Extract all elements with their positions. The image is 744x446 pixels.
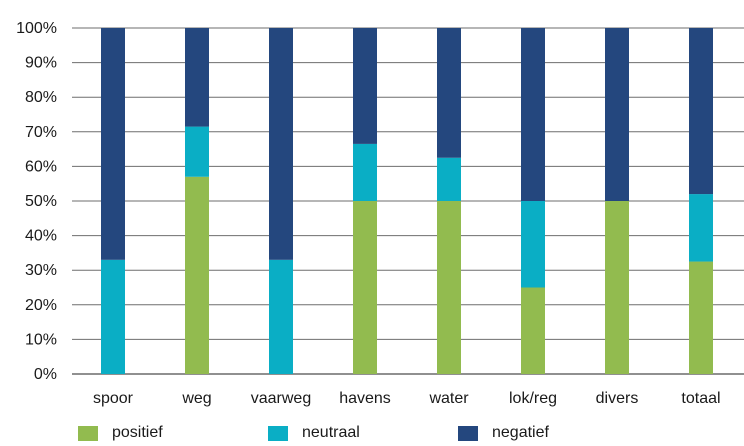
bar-vaarweg-negatief: [269, 28, 293, 260]
x-tick-label: havens: [339, 390, 391, 407]
y-tick-label: 20%: [25, 297, 57, 314]
legend-label-negatief: negatief: [492, 424, 549, 441]
x-tick-label: spoor: [93, 390, 134, 407]
bar-spoor-neutraal: [101, 259, 125, 374]
gridlines: [72, 27, 744, 375]
bar-weg-neutraal: [185, 126, 209, 177]
stacked-bar-chart: 0% 10% 20% 30% 40% 50% 60% 70% 80% 90% 100% spoor w…: [16, 20, 744, 407]
x-tick-label: lok/reg: [509, 390, 557, 407]
legend-item-negatief: negatief: [458, 424, 549, 442]
legend-swatch-negatief: [458, 425, 478, 441]
bar-lok-reg-negatief: [521, 28, 545, 201]
bar-divers-positief: [605, 201, 629, 374]
y-tick-label: 60%: [25, 158, 57, 175]
y-tick-label: 80%: [25, 89, 57, 106]
x-axis-category-labels: spoor weg vaarweg havens water lok/reg divers t…: [93, 390, 721, 407]
x-tick-label: weg: [181, 390, 211, 407]
legend-label-positief: positief: [112, 424, 163, 441]
legend-item-positief: positief: [78, 424, 163, 442]
bar-weg-negatief: [185, 28, 209, 127]
legend: positief neutraal negatief: [0, 424, 744, 446]
bar-lok-reg-positief: [521, 287, 545, 374]
y-tick-label: 70%: [25, 124, 57, 141]
y-tick-label: 30%: [25, 262, 57, 279]
y-tick-label: 10%: [25, 331, 57, 348]
bar-spoor-negatief: [101, 28, 125, 260]
x-tick-label: totaal: [681, 390, 720, 407]
y-tick-label: 50%: [25, 193, 57, 210]
legend-label-neutraal: neutraal: [302, 424, 360, 441]
bar-water-neutraal: [437, 157, 461, 201]
bar-havens-positief: [353, 201, 377, 374]
bar-totaal-negatief: [689, 28, 713, 195]
bar-totaal-neutraal: [689, 194, 713, 262]
y-tick-label: 90%: [25, 55, 57, 72]
bar-water-negatief: [437, 28, 461, 158]
bar-water-positief: [437, 201, 461, 374]
legend-swatch-positief: [78, 425, 98, 441]
bar-lok-reg-neutraal: [521, 201, 545, 288]
x-tick-label: vaarweg: [251, 390, 311, 407]
y-tick-label: 0%: [34, 366, 57, 383]
y-tick-label: 100%: [16, 20, 57, 37]
bar-havens-negatief: [353, 28, 377, 144]
bar-havens-neutraal: [353, 143, 377, 201]
y-tick-label: 40%: [25, 228, 57, 245]
bar-weg-positief: [185, 176, 209, 374]
legend-item-neutraal: neutraal: [268, 424, 360, 442]
x-tick-label: water: [428, 390, 469, 407]
x-tick-label: divers: [596, 390, 639, 407]
bar-vaarweg-neutraal: [269, 259, 293, 374]
y-axis-tick-labels: 0% 10% 20% 30% 40% 50% 60% 70% 80% 90% 100%: [16, 20, 57, 383]
legend-swatch-neutraal: [268, 425, 288, 441]
bars: [101, 28, 713, 374]
bar-totaal-positief: [689, 261, 713, 374]
bar-divers-negatief: [605, 28, 629, 201]
